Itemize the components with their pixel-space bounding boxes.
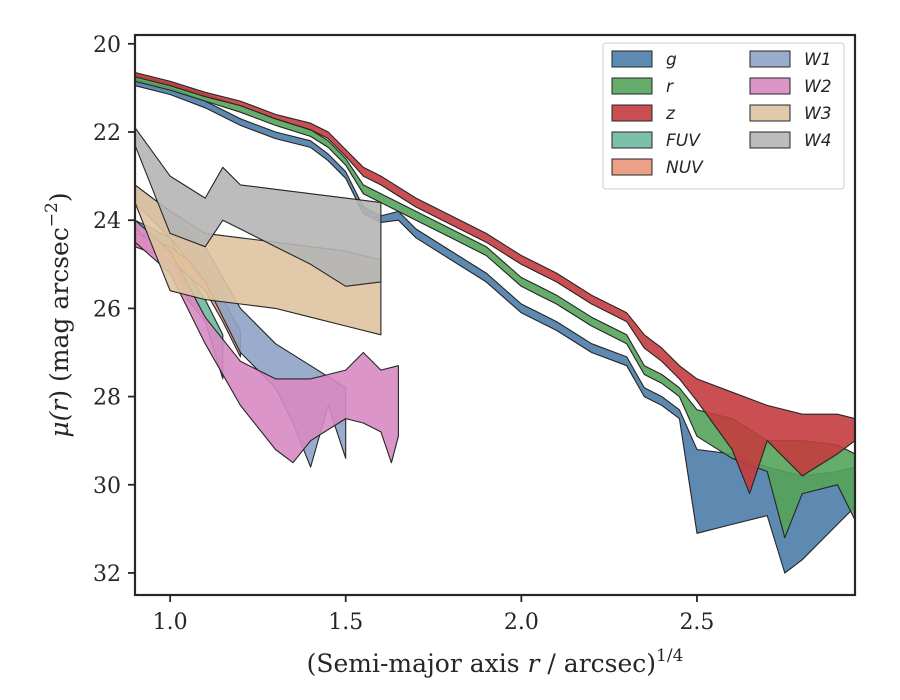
legend-label-w2: W2 — [804, 77, 832, 97]
band-w4 — [135, 127, 382, 287]
y-tick-label: 28 — [93, 386, 121, 411]
legend-label-w3: W3 — [804, 104, 832, 124]
x-tick-label: 1.5 — [328, 610, 363, 635]
legend-label-fuv: FUV — [666, 131, 701, 151]
legend-swatch-w3 — [749, 104, 791, 122]
y-tick-label: 26 — [93, 297, 121, 322]
y-tick-label: 30 — [93, 474, 121, 499]
x-tick-label: 2.0 — [504, 610, 539, 635]
x-axis-label: (Semi-major axis r / arcsec)1/4 — [307, 646, 684, 678]
legend: grz FUV NUV W1 W2 W3 W4 — [602, 42, 845, 190]
legend-swatch-nuv — [611, 158, 653, 176]
band-w2 — [135, 219, 399, 464]
legend-label-r: r — [666, 77, 674, 97]
legend-swatch-z — [611, 104, 653, 122]
legend-swatch-w4 — [749, 131, 791, 149]
band-r — [135, 74, 855, 539]
legend-label-g: g — [666, 50, 677, 70]
y-axis-label: μ(r) (mag arcsec−2) — [42, 192, 74, 437]
band-w3 — [135, 184, 382, 336]
y-tick-label: 22 — [93, 121, 121, 146]
legend-label-nuv: NUV — [666, 158, 704, 178]
legend-swatch-fuv — [611, 131, 653, 149]
legend-swatch-g — [611, 50, 653, 68]
plot-frame — [133, 33, 857, 597]
legend-label-w1: W1 — [804, 50, 832, 70]
legend-swatch-w2 — [749, 77, 791, 95]
x-tick-label: 2.5 — [679, 610, 714, 635]
y-axis: 20 22 24 26 28 30 32 — [93, 33, 135, 587]
legend-label-w4: W4 — [804, 131, 832, 151]
x-tick-label: 1.0 — [153, 610, 188, 635]
x-axis: 1.0 1.5 2.0 2.5 — [153, 595, 714, 635]
y-tick-label: 24 — [93, 209, 121, 234]
band-z — [135, 71, 855, 495]
y-tick-label: 20 — [93, 33, 121, 58]
legend-swatch-w1 — [749, 50, 791, 68]
legend-swatch-r — [611, 77, 653, 95]
y-tick-label: 32 — [93, 562, 121, 587]
profile-bands — [135, 71, 855, 574]
legend-label-z: z — [665, 104, 676, 124]
